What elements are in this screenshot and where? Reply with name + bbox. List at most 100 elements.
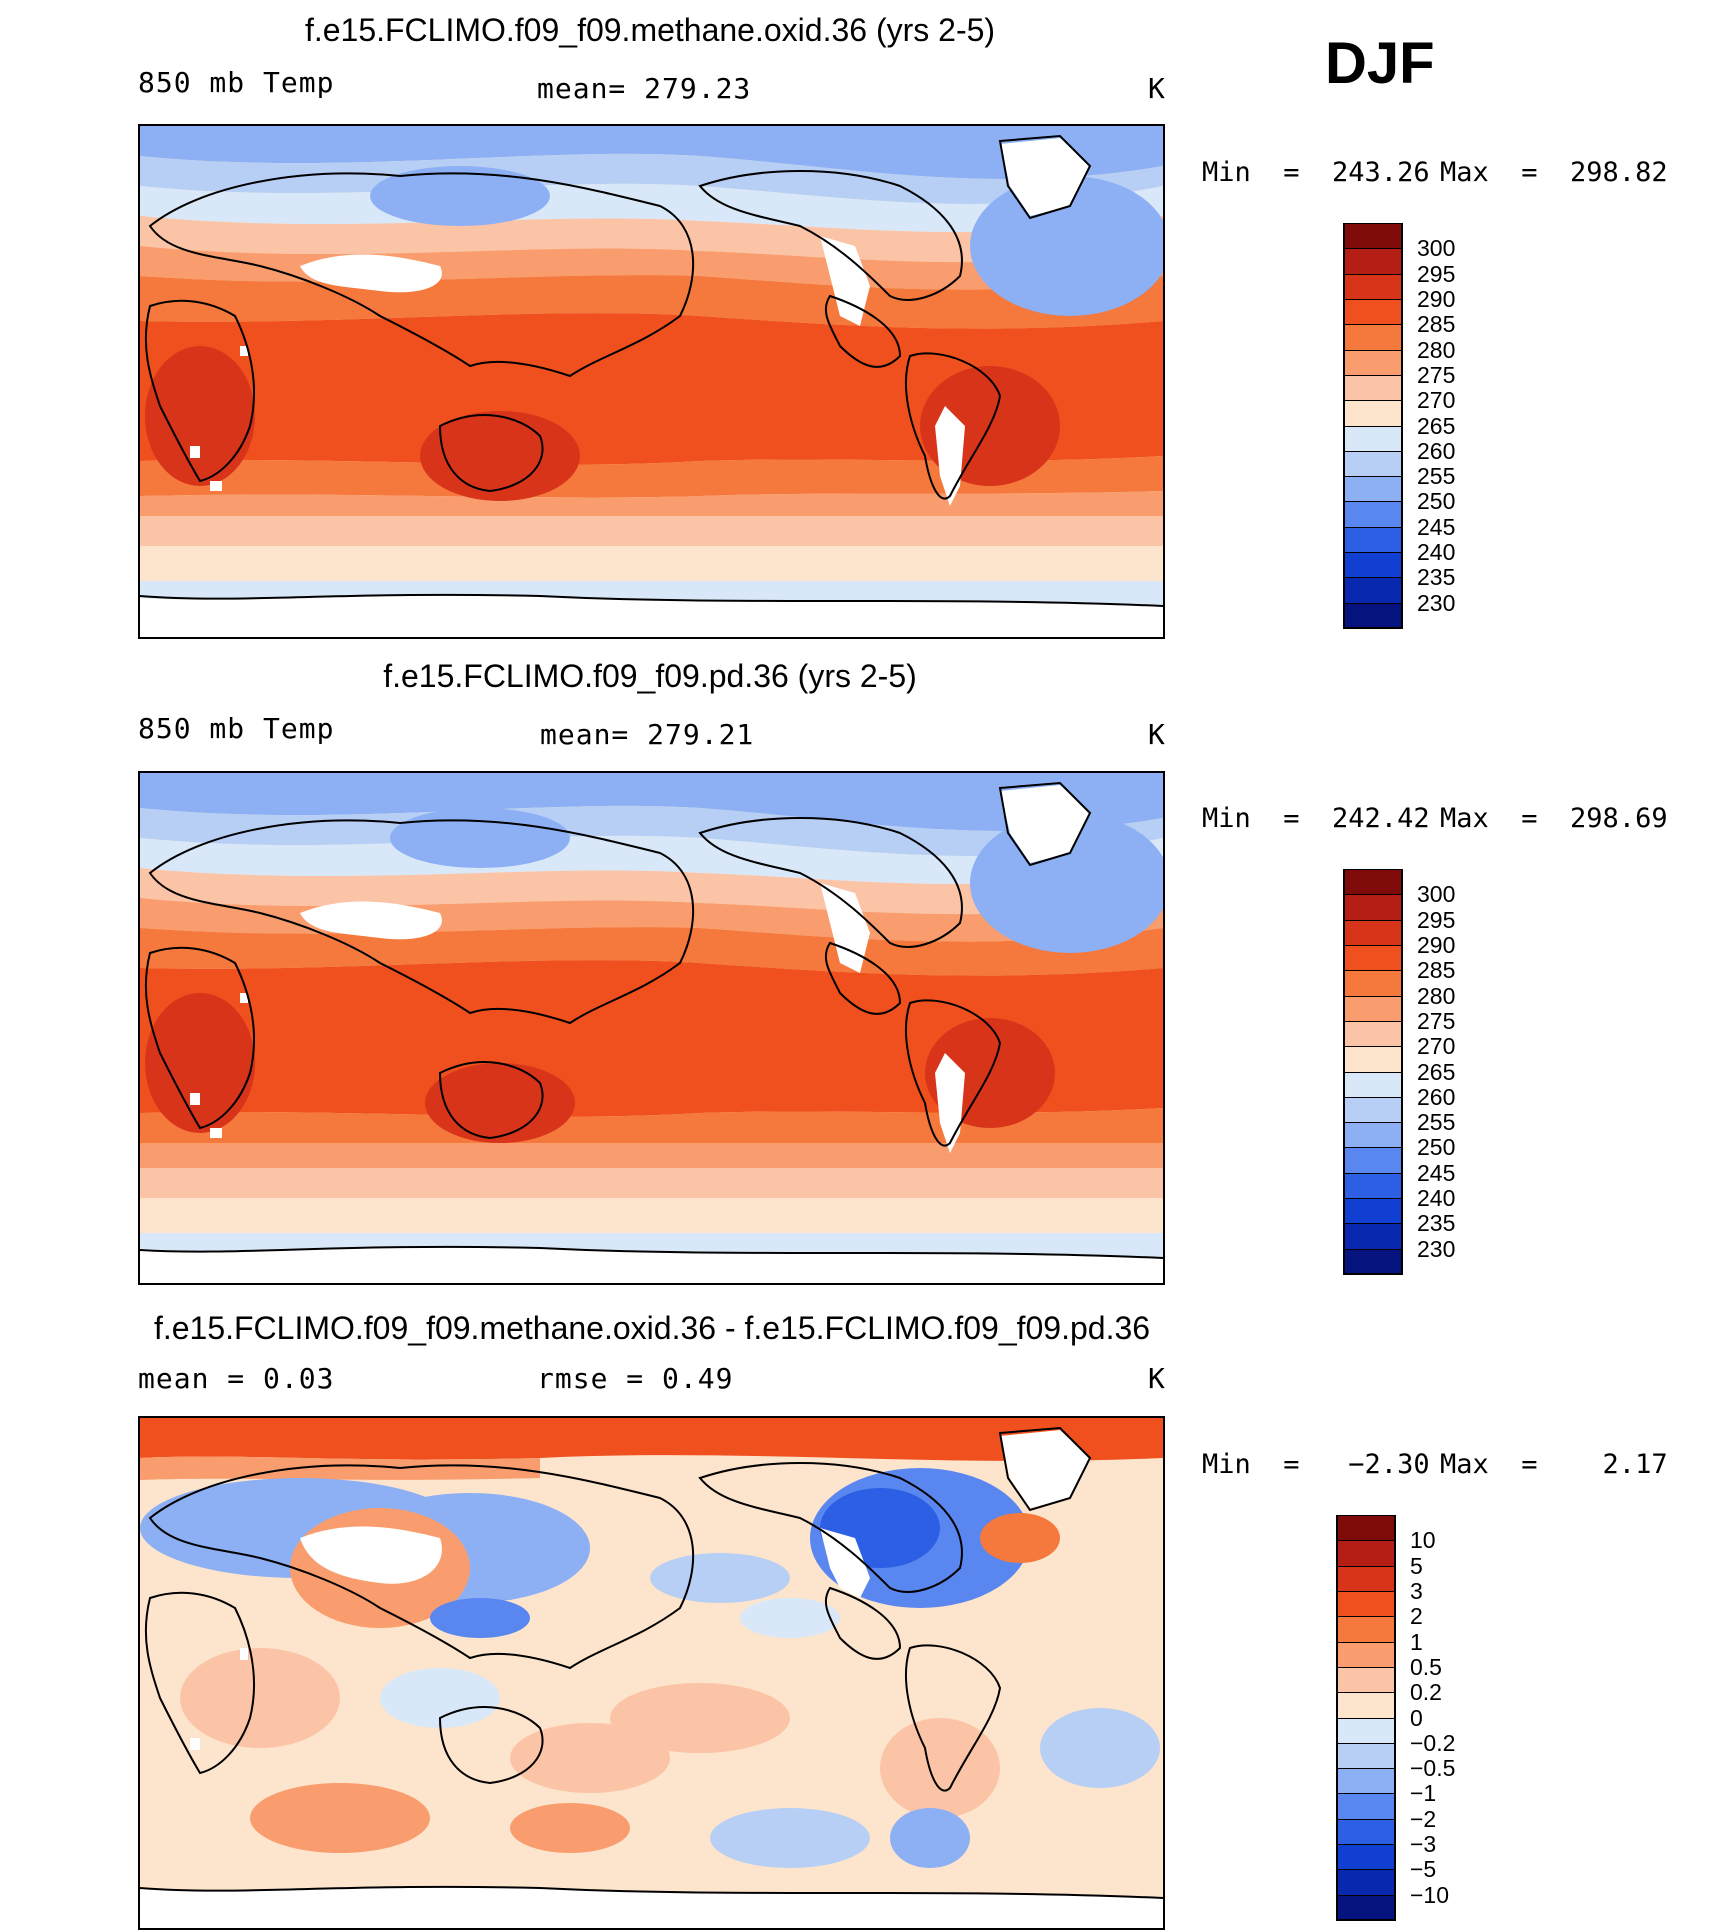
colorbar-tick-label: 235 — [1417, 564, 1456, 591]
colorbar-tick-label: 235 — [1417, 1210, 1456, 1237]
colorbar-swatch — [1336, 1869, 1396, 1896]
colorbar-tick-label: 2 — [1410, 1603, 1423, 1630]
colorbar-tick-label: 3 — [1410, 1577, 1423, 1604]
colorbar-tick-label: 275 — [1417, 361, 1456, 388]
colorbar-swatch — [1343, 602, 1403, 629]
colorbar-tick-label: −0.2 — [1410, 1729, 1456, 1756]
colorbar-tick-label: 255 — [1417, 463, 1456, 490]
colorbar-swatch — [1336, 1894, 1396, 1921]
colorbar-tick-label: 230 — [1417, 589, 1456, 616]
colorbar-tick-label: 260 — [1417, 437, 1456, 464]
panel-2-min: Min = 242.42 — [1202, 803, 1430, 834]
panel-3-units: K — [1148, 1362, 1166, 1395]
colorbar-tick-label: −3 — [1410, 1831, 1437, 1858]
colorbar-swatch — [1336, 1641, 1396, 1668]
panel-2-variable-label: 850 mb Temp — [138, 712, 335, 745]
colorbar-swatch — [1343, 400, 1403, 427]
panel-3-max: Max = 2.17 — [1440, 1449, 1668, 1480]
colorbar-tick-label: 0.2 — [1410, 1679, 1442, 1706]
panel-1-min: Min = 243.26 — [1202, 157, 1430, 188]
colorbar-swatch — [1343, 324, 1403, 351]
colorbar-tick-label: 245 — [1417, 1159, 1456, 1186]
colorbar-swatch — [1336, 1692, 1396, 1719]
colorbar-swatch — [1336, 1742, 1396, 1770]
colorbar-swatch — [1343, 248, 1403, 275]
colorbar-tick-label: 275 — [1417, 1007, 1456, 1034]
panel-1-max: Max = 298.82 — [1440, 157, 1668, 188]
colorbar-tick-label: 280 — [1417, 982, 1456, 1009]
colorbar-swatch — [1336, 1768, 1396, 1795]
colorbar-tick-label: −0.5 — [1410, 1755, 1456, 1782]
season-label: DJF — [1325, 31, 1435, 96]
colorbar-tick-label: 300 — [1417, 235, 1456, 262]
colorbar-swatch — [1343, 1223, 1403, 1250]
panel-3-rmse-label: rmse = 0.49 — [537, 1362, 734, 1395]
colorbar-swatch — [1343, 869, 1403, 896]
colorbar-tick-label: 250 — [1417, 1134, 1456, 1161]
colorbar-tick-label: 265 — [1417, 1058, 1456, 1085]
masked-regions — [190, 785, 1090, 1153]
colorbar-swatch — [1343, 349, 1403, 376]
colorbar-tick-label: 0 — [1410, 1704, 1423, 1731]
colorbar-swatch — [1343, 425, 1403, 452]
colorbar-tick-label: 265 — [1417, 412, 1456, 439]
colorbar-swatch — [1336, 1515, 1396, 1542]
colorbar-swatch — [1343, 1198, 1403, 1225]
colorbar-tick-label: 0.5 — [1410, 1653, 1442, 1680]
colorbar-tick-label: 230 — [1417, 1235, 1456, 1262]
colorbar-tick-label: 255 — [1417, 1109, 1456, 1136]
masked-regions — [190, 138, 1090, 506]
colorbar-swatch — [1343, 919, 1403, 946]
colorbar-swatch — [1343, 1248, 1403, 1275]
panel-2-max: Max = 298.69 — [1440, 803, 1668, 834]
temperature-bands — [140, 773, 1163, 1283]
colorbar-tick-label: 290 — [1417, 285, 1456, 312]
colorbar-tick-label: 5 — [1410, 1552, 1423, 1579]
colorbar-tick-label: 1 — [1410, 1628, 1423, 1655]
colorbar-swatch — [1343, 526, 1403, 554]
colorbar-swatch — [1343, 501, 1403, 528]
colorbar-swatch — [1343, 298, 1403, 326]
coastlines — [140, 134, 1163, 607]
colorbar-tick-label: 270 — [1417, 387, 1456, 414]
temperature-bands — [140, 126, 1163, 637]
panel-1-colorbar: 300 295 290 285 280 275 270 265 260 255 250 245 240 2… — [1343, 223, 1455, 629]
colorbar-tick-label: −5 — [1410, 1856, 1437, 1883]
colorbar-swatch — [1336, 1565, 1396, 1592]
colorbar-swatch — [1343, 1122, 1403, 1149]
coastlines — [140, 781, 1163, 1259]
colorbar-tick-label: 280 — [1417, 336, 1456, 363]
colorbar-tick-label: 240 — [1417, 539, 1456, 566]
colorbar-swatch — [1343, 450, 1403, 478]
colorbar-tick-label: 295 — [1417, 906, 1456, 933]
panel-2-map — [138, 771, 1165, 1285]
masked-regions — [190, 1430, 1090, 1750]
colorbar-swatch — [1343, 944, 1403, 972]
colorbar-tick-label: 245 — [1417, 513, 1456, 540]
panel-1-map — [138, 124, 1165, 639]
colorbar-tick-label: 300 — [1417, 881, 1456, 908]
panel-1-title: f.e15.FCLIMO.f09_f09.methane.oxid.36 (yr… — [304, 12, 996, 48]
colorbar-swatch — [1336, 1540, 1396, 1567]
panel-1-mean-label: mean= 279.23 — [537, 72, 752, 105]
colorbar-tick-label: 270 — [1417, 1033, 1456, 1060]
colorbar-swatch — [1336, 1616, 1396, 1643]
colorbar-swatch — [1343, 1020, 1403, 1048]
panel-2-mean-label: mean= 279.21 — [540, 718, 755, 751]
colorbar-tick-label: −2 — [1410, 1805, 1437, 1832]
colorbar-swatch — [1343, 374, 1403, 402]
colorbar-swatch — [1343, 1172, 1403, 1200]
colorbar-swatch — [1343, 1046, 1403, 1073]
colorbar-swatch — [1336, 1793, 1396, 1820]
colorbar-swatch — [1343, 476, 1403, 503]
panel-3-map — [138, 1416, 1165, 1930]
colorbar-tick-label: −1 — [1410, 1780, 1437, 1807]
colorbar-swatch — [1336, 1818, 1396, 1846]
colorbar-swatch — [1343, 273, 1403, 300]
colorbar-tick-label: 260 — [1417, 1083, 1456, 1110]
colorbar-tick-label: 295 — [1417, 260, 1456, 287]
difference-field — [140, 1418, 1163, 1928]
colorbar-tick-label: 285 — [1417, 957, 1456, 984]
panel-1-variable-label: 850 mb Temp — [138, 66, 335, 99]
colorbar-tick-label: −10 — [1410, 1881, 1450, 1908]
